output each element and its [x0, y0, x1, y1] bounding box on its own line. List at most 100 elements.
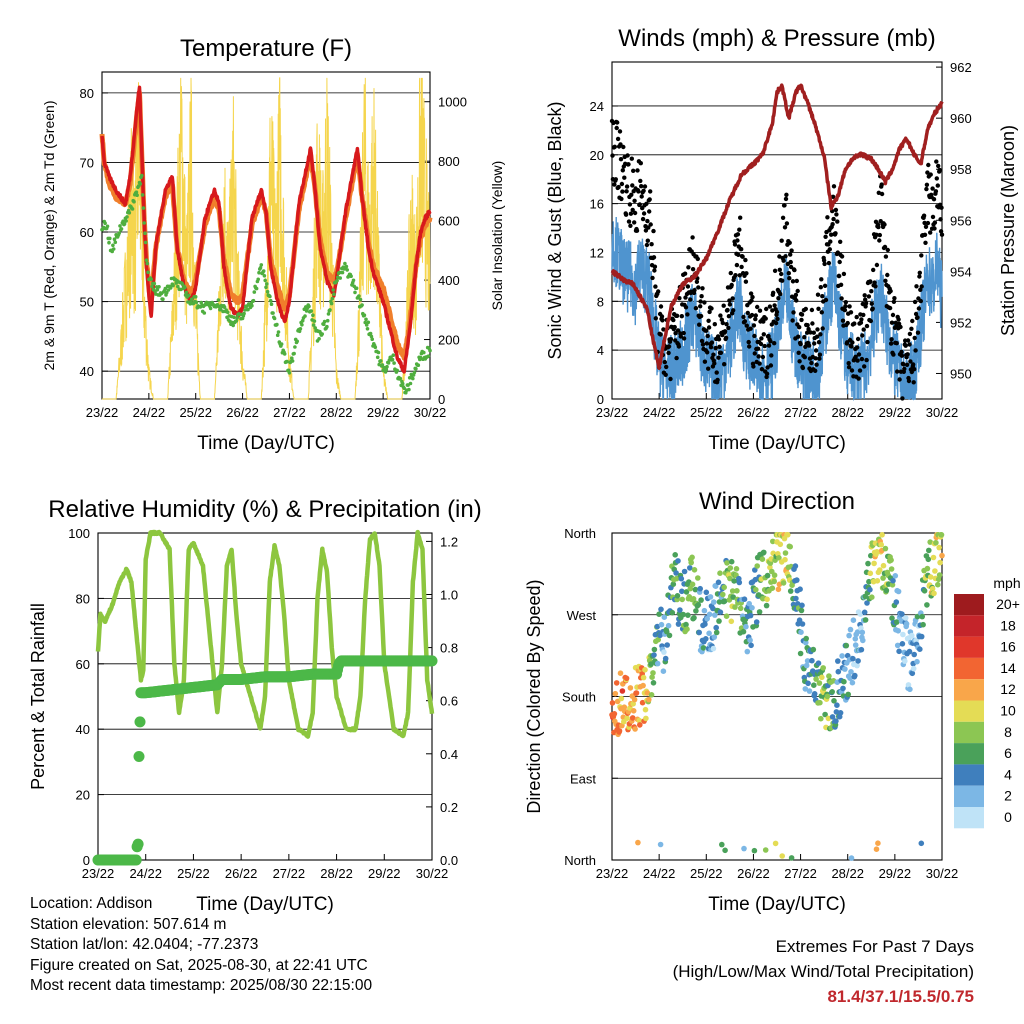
direction-point [751, 847, 758, 854]
dewpoint-point [422, 350, 426, 355]
dewpoint-point [193, 295, 198, 299]
gust-point [682, 271, 688, 276]
gust-point [683, 305, 689, 310]
legend-label: 4 [1004, 766, 1012, 782]
dewpoint-point [145, 261, 150, 266]
direction-point [914, 613, 921, 620]
direction-point [939, 552, 945, 559]
gust-point [923, 224, 929, 229]
gust-point [887, 305, 893, 311]
direction-point [685, 612, 691, 618]
direction-point [868, 552, 874, 559]
gust-point [907, 342, 912, 347]
dewpoint-point [373, 345, 378, 350]
x-tick-label: 23/22 [86, 405, 119, 420]
gust-point [716, 355, 721, 360]
direction-point [646, 696, 652, 703]
gust-point [641, 211, 647, 216]
gust-point [711, 352, 716, 357]
gust-point [906, 378, 912, 384]
recent-timestamp: Most recent data timestamp: 2025/08/30 2… [30, 977, 373, 995]
gust-point [653, 284, 658, 289]
humidity-precip-panel: 23/22 24/22 25/22 26/22 27/22 28/22 29/22 30/22… [28, 496, 482, 915]
gust-point [817, 356, 822, 361]
dewpoint-point [279, 342, 284, 346]
gust-point [936, 163, 941, 169]
dewpoint-point [366, 320, 371, 325]
gust-point [643, 228, 649, 233]
direction-point [648, 692, 655, 698]
chart-title: Temperature (F) [180, 35, 352, 62]
dewpoint-point [163, 286, 168, 291]
dewpoint-point [107, 240, 111, 245]
direction-point [767, 560, 774, 566]
gust-point [692, 288, 697, 293]
x-tick-label: 23/22 [596, 866, 629, 881]
direction-point [746, 600, 752, 607]
dewpoint-point [344, 264, 349, 269]
gust-point [623, 212, 629, 217]
direction-point [764, 572, 771, 579]
dewpoint-point [183, 285, 187, 290]
gust-point [730, 296, 735, 301]
gust-point [871, 267, 876, 273]
direction-point [711, 599, 717, 605]
gust-point [868, 318, 873, 324]
direction-point [711, 634, 718, 640]
direction-point [921, 588, 928, 594]
gust-point [749, 298, 754, 303]
direction-point [716, 618, 722, 624]
dewpoint-point [282, 352, 287, 356]
gust-point [690, 235, 695, 240]
dewpoint-point [143, 240, 148, 245]
direction-point [611, 711, 618, 717]
x-tick-label: 26/22 [737, 866, 770, 881]
gust-point [764, 306, 769, 312]
direction-point [906, 648, 913, 655]
gust-point [810, 321, 815, 326]
gust-point [928, 172, 933, 177]
gust-point [883, 278, 888, 283]
gust-point [813, 356, 818, 361]
gust-point [744, 271, 749, 276]
gust-point [761, 332, 766, 337]
gust-point [705, 333, 710, 339]
dewpoint-point [275, 322, 279, 327]
wind-line [611, 216, 943, 402]
direction-point [658, 621, 665, 628]
direction-point [721, 598, 728, 604]
direction-point [813, 676, 819, 682]
direction-point [689, 554, 695, 561]
gust-point [846, 361, 851, 366]
gust-point [686, 265, 691, 270]
gust-point [930, 214, 936, 220]
legend-label: 6 [1004, 745, 1012, 761]
dewpoint-point [190, 297, 194, 302]
gust-point [671, 317, 676, 323]
x-tick-label: 30/22 [414, 405, 447, 420]
gust-point [822, 283, 828, 288]
gust-point [706, 325, 712, 330]
direction-point [839, 653, 845, 659]
direction-point [654, 623, 661, 630]
gust-point [838, 282, 844, 287]
dewpoint-point [329, 301, 334, 306]
direction-point [691, 615, 697, 621]
solar-line [102, 77, 431, 400]
gust-point [700, 342, 706, 347]
gust-point [664, 364, 669, 370]
gust-point [899, 353, 905, 358]
direction-point [700, 645, 707, 651]
gust-point [662, 359, 667, 365]
gust-point [864, 323, 870, 329]
dewpoint-point [364, 323, 369, 327]
gust-point [728, 270, 733, 276]
legend-label: 18 [1000, 617, 1016, 633]
gust-point [756, 354, 761, 359]
y-right-tick-label: 0 [438, 392, 445, 407]
direction-point [753, 586, 759, 593]
direction-point [782, 556, 788, 563]
direction-point [722, 847, 728, 854]
direction-point [857, 611, 864, 617]
gust-point [674, 313, 680, 318]
